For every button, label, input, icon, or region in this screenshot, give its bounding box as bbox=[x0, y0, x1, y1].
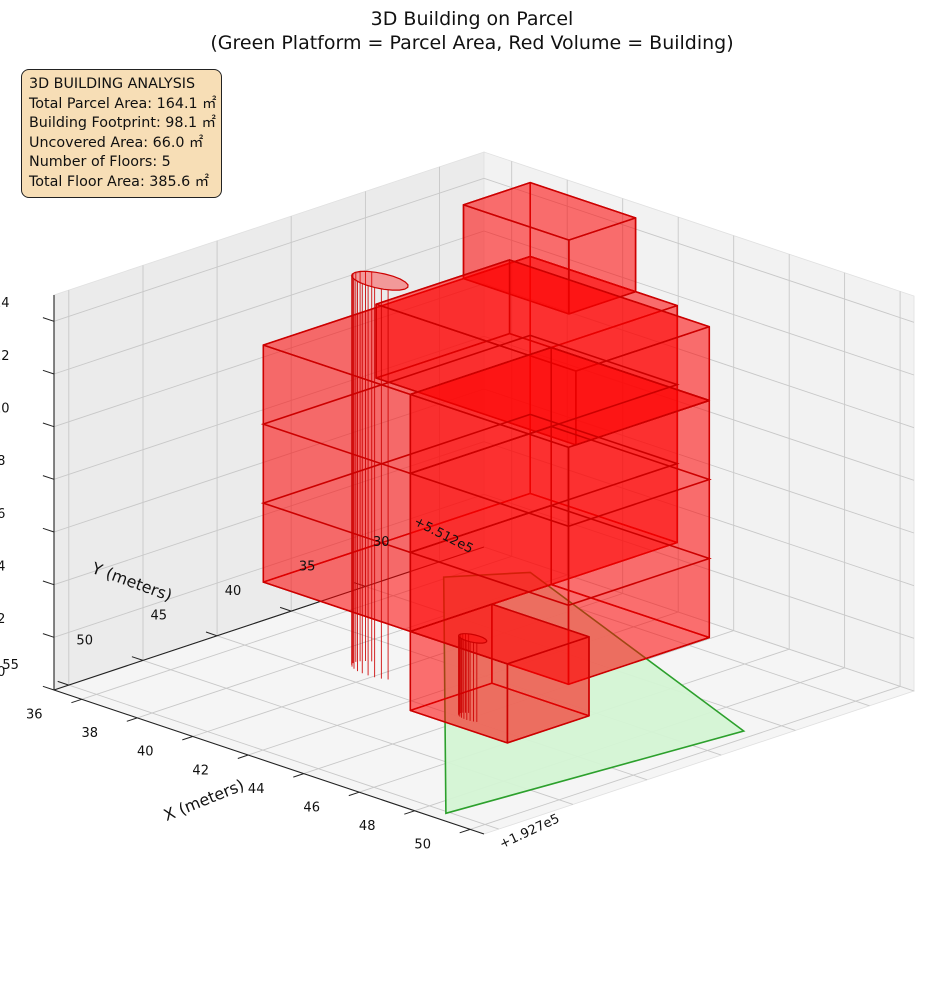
gridline-z-left bbox=[53, 283, 485, 428]
gridline-z-right bbox=[483, 335, 915, 481]
column-round-column bbox=[351, 270, 409, 680]
info-uncovered-area: Uncovered Area: 66.0 ㎡ bbox=[29, 134, 204, 151]
building-block-upper-west-block bbox=[462, 181, 637, 315]
gridline-z-right bbox=[483, 177, 915, 323]
x-tick-label-46: 46 bbox=[303, 801, 320, 816]
x-axis-line bbox=[53, 689, 485, 835]
y-axis-line bbox=[53, 546, 485, 691]
z-tick-label-0: 0 bbox=[0, 665, 5, 680]
z-tick-2 bbox=[42, 633, 55, 638]
info-box: 3D BUILDING ANALYSIS Total Parcel Area: … bbox=[21, 69, 222, 198]
y-tick-label-50: 50 bbox=[76, 633, 93, 648]
tick-marks bbox=[42, 317, 471, 834]
x-tick-label-40: 40 bbox=[137, 745, 154, 760]
column-corner-column bbox=[458, 633, 488, 722]
z-tick-4 bbox=[42, 580, 55, 586]
info-number-of-floors: Number of Floors: 5 bbox=[29, 154, 171, 171]
gridline-z-left bbox=[53, 335, 485, 480]
z-tick-0 bbox=[42, 685, 55, 691]
gridline-z-right bbox=[483, 493, 915, 639]
floor-line-9 bbox=[407, 425, 712, 528]
z-tick-label-6: 6 bbox=[0, 507, 5, 522]
building-block-main-west-wing bbox=[262, 255, 678, 633]
building-layer bbox=[260, 181, 712, 744]
z-tick-14 bbox=[42, 317, 55, 322]
gridline-z-right bbox=[483, 388, 915, 534]
face-top bbox=[409, 346, 711, 449]
parcel-layer bbox=[442, 571, 746, 815]
y-tick-45 bbox=[205, 631, 218, 637]
y-tick-label-40: 40 bbox=[225, 584, 242, 599]
x-tick-label-38: 38 bbox=[82, 726, 99, 741]
floor-outline bbox=[407, 504, 712, 607]
z-tick-6 bbox=[42, 527, 55, 533]
axis-lines bbox=[53, 295, 485, 835]
gridline-z-right bbox=[483, 441, 915, 587]
x-tick-label-42: 42 bbox=[192, 763, 209, 778]
y-tick-label-45: 45 bbox=[151, 609, 168, 624]
gridline-z-left bbox=[53, 177, 485, 322]
gridline-z-left bbox=[53, 230, 485, 375]
y-tick-40 bbox=[279, 606, 292, 612]
chart-title: 3D Building on Parcel bbox=[370, 8, 574, 30]
face-top bbox=[409, 603, 590, 665]
x-tick-label-48: 48 bbox=[359, 819, 376, 834]
gridline-z-right bbox=[483, 546, 915, 692]
x-axis-label: X (meters) bbox=[161, 775, 247, 824]
y-tick-label-55: 55 bbox=[2, 658, 19, 673]
gridline-x-floor bbox=[81, 555, 512, 700]
z-tick-10 bbox=[42, 422, 55, 428]
z-tick-label-10: 10 bbox=[0, 402, 10, 417]
column-cap bbox=[351, 270, 409, 291]
x-tick-48 bbox=[404, 810, 415, 815]
parcel-platform bbox=[442, 571, 746, 815]
gridline-z-right bbox=[483, 230, 915, 376]
x-tick-label-50: 50 bbox=[414, 838, 431, 853]
z-tick-label-12: 12 bbox=[0, 349, 10, 364]
z-tick-label-4: 4 bbox=[0, 560, 5, 575]
chart-subtitle: (Green Platform = Parcel Area, Red Volum… bbox=[210, 32, 734, 54]
z-tick-label-14: 14 bbox=[0, 296, 10, 311]
face-top bbox=[375, 259, 711, 372]
building-block-upper-east-block bbox=[375, 259, 711, 446]
z-tick-12 bbox=[42, 369, 55, 375]
y-tick-label-35: 35 bbox=[299, 559, 316, 574]
gridline-z-right bbox=[483, 283, 915, 429]
x-tick-42 bbox=[237, 754, 249, 759]
floor-line-6 bbox=[407, 504, 712, 607]
info-building-footprint: Building Footprint: 98.1 ㎡ bbox=[29, 115, 216, 132]
gridline-x-floor bbox=[469, 685, 901, 830]
column-cap bbox=[458, 633, 488, 644]
x-tick-36 bbox=[71, 698, 82, 704]
info-total-floor-area: Total Floor Area: 385.6 ㎡ bbox=[29, 173, 210, 190]
y-tick-55 bbox=[57, 680, 69, 686]
gridline-z-left bbox=[53, 388, 485, 533]
info-heading: 3D BUILDING ANALYSIS bbox=[29, 76, 196, 92]
y-tick-label-30: 30 bbox=[373, 535, 390, 550]
floor-outline bbox=[407, 425, 712, 528]
x-tick-44 bbox=[293, 773, 304, 778]
y-tick-50 bbox=[131, 656, 144, 661]
x-tick-label-36: 36 bbox=[26, 708, 43, 723]
z-tick-label-2: 2 bbox=[0, 612, 5, 627]
z-tick-8 bbox=[42, 475, 55, 480]
z-tick-label-8: 8 bbox=[0, 454, 5, 469]
x-tick-38 bbox=[126, 717, 138, 722]
gridline-z-left bbox=[53, 441, 485, 586]
x-tick-label-44: 44 bbox=[248, 782, 265, 797]
x-tick-40 bbox=[182, 736, 193, 741]
face-top bbox=[462, 181, 637, 241]
info-total-parcel-area: Total Parcel Area: 164.1 ㎡ bbox=[29, 95, 217, 112]
x-tick-50 bbox=[459, 828, 471, 834]
x-tick-46 bbox=[348, 791, 360, 797]
gridline-z-left bbox=[53, 493, 485, 638]
gridline-y-floor bbox=[68, 684, 499, 830]
